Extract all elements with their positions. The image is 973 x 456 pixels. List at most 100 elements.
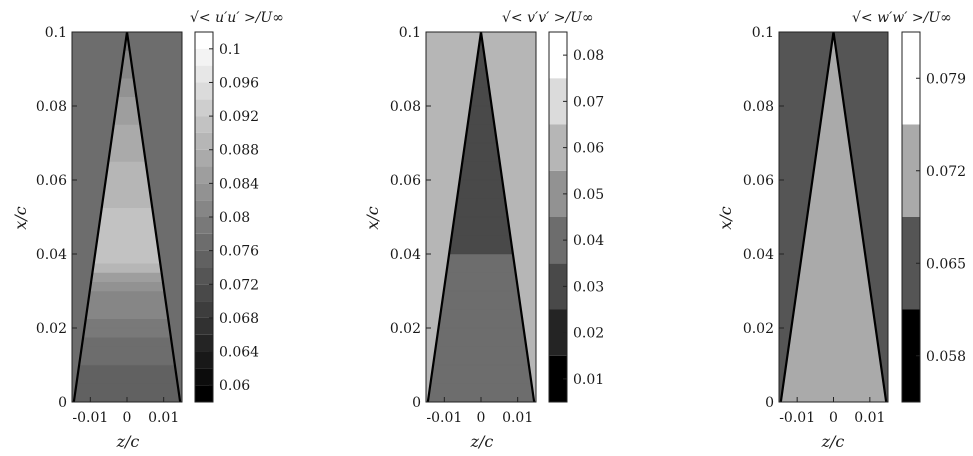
colorbar-band-uu <box>195 385 213 402</box>
colorbar-title-vv: √< v′v′ >/U∞ <box>502 10 594 26</box>
field-band-uu <box>94 244 160 255</box>
field-band-uu <box>90 272 164 283</box>
x-tick-label: 0.01 <box>854 410 885 426</box>
y-tick-label: 0.02 <box>390 321 421 337</box>
field-band-ww <box>800 253 867 264</box>
field-band-uu <box>104 179 150 190</box>
y-axis-label-uu: x/c <box>11 206 30 229</box>
field-band-vv <box>447 253 515 264</box>
panel-vv: 00.020.040.060.080.1-0.01 0 0.01 0.010.020… <box>363 10 604 451</box>
colorbar-band-ww <box>902 124 920 217</box>
y-tick-label: 0 <box>412 395 421 411</box>
field-band-uu <box>118 77 136 88</box>
field-band-vv <box>466 124 496 135</box>
x-tick-label: 0 <box>123 410 132 426</box>
field-band-vv <box>444 272 518 283</box>
field-band-vv <box>440 299 522 310</box>
y-tick-label: 0.06 <box>36 173 67 189</box>
contour-plot-vv: 0 0.02 0.04 0.06 0.08 0.1 -0.01 0 0.01 <box>390 25 537 426</box>
field-band-vv <box>430 373 532 384</box>
field-band-ww <box>781 383 886 394</box>
y-tick-label: 0.06 <box>743 173 774 189</box>
colorbar-tick-label: 0.096 <box>219 75 259 91</box>
field-band-vv <box>467 114 495 125</box>
field-band-uu <box>76 373 178 384</box>
field-band-vv <box>450 235 512 246</box>
colorbar-band-uu <box>195 217 213 234</box>
field-band-vv <box>471 87 491 98</box>
field-band-ww <box>794 290 873 301</box>
colorbar-band-vv <box>549 263 567 310</box>
field-band-ww <box>821 105 846 116</box>
colorbar-band-ww <box>902 32 920 125</box>
colorbar-band-uu <box>195 250 213 268</box>
colorbar-band-uu <box>195 116 213 133</box>
field-band-vv <box>443 281 519 292</box>
colorbar-band-uu <box>195 132 213 150</box>
field-band-uu <box>110 133 144 144</box>
field-band-vv <box>452 216 510 227</box>
field-band-uu <box>108 151 146 162</box>
colorbar-band-uu <box>195 32 213 49</box>
colorbar-frame-ww <box>901 31 921 403</box>
colorbar-band-uu <box>195 48 213 66</box>
field-band-uu <box>80 346 174 357</box>
x-tick-label: 0 <box>477 410 486 426</box>
colorbar-tick-label: 0.092 <box>219 109 259 125</box>
field-band-ww <box>796 281 871 292</box>
field-band-vv <box>442 290 520 301</box>
field-band-ww <box>784 364 883 375</box>
y-tick-label: 0 <box>58 395 67 411</box>
field-band-ww <box>793 299 874 310</box>
field-band-ww <box>787 346 880 357</box>
field-band-ww <box>819 114 848 125</box>
field-band-vv <box>472 77 490 88</box>
colorbar-band-ww <box>902 309 920 402</box>
field-band-vv <box>434 346 528 357</box>
field-band-uu <box>77 364 177 375</box>
field-band-ww <box>823 87 844 98</box>
field-band-vv <box>463 142 499 153</box>
field-band-vv <box>436 327 526 338</box>
field-band-uu <box>81 336 173 347</box>
field-band-ww <box>798 262 869 273</box>
colorbar-tick-label: 0.04 <box>573 233 604 249</box>
field-band-uu <box>97 225 157 236</box>
panel-ww: 0 0.02 0.04 0.06 0.08 0.1 -0.01 0 0.01 0.058 0.06… <box>716 10 966 451</box>
colorbar-band-vv <box>549 32 567 79</box>
colorbar-band-uu <box>195 200 213 217</box>
field-band-vv <box>432 355 530 366</box>
field-band-vv <box>435 336 527 347</box>
y-tick-label: 0.02 <box>36 321 67 337</box>
colorbar-band-uu <box>195 301 213 318</box>
colorbar-band-uu <box>195 65 213 83</box>
colorbar-band-vv <box>549 309 567 356</box>
y-tick-label: 0.08 <box>390 99 421 115</box>
panel-uu: 0 0.02 0.04 0.06 0.08 0.1 -0.01 0 0.01 0.06 0.064… <box>11 10 284 451</box>
contour-plot-ww: 0 0.02 0.04 0.06 0.08 0.1 -0.01 0 0.01 <box>743 25 889 426</box>
field-band-ww <box>804 225 863 236</box>
colorbar-tick-label: 0.072 <box>926 164 966 180</box>
colorbar-tick-label: 0.068 <box>219 311 259 327</box>
colorbar-tick-label: 0.088 <box>219 143 259 159</box>
field-band-uu <box>106 161 148 172</box>
field-band-uu <box>89 281 165 292</box>
y-tick-label: 0.06 <box>390 173 421 189</box>
field-band-ww <box>814 151 853 162</box>
colorbar-band-ww <box>902 217 920 310</box>
colorbar-tick-label: 0.072 <box>219 277 259 293</box>
colorbar-band-vv <box>549 124 567 171</box>
y-tick-label: 0.04 <box>36 247 67 263</box>
field-band-uu <box>100 207 154 218</box>
colorbar-band-uu <box>195 368 213 386</box>
x-axis-label-vv: z/c <box>470 432 494 451</box>
field-band-uu <box>93 253 161 264</box>
y-tick-label: 0.1 <box>399 25 421 41</box>
field-band-vv <box>458 179 504 190</box>
colorbar-tick-label: 0.07 <box>573 94 604 110</box>
x-tick-label: -0.01 <box>779 410 815 426</box>
field-band-uu <box>114 105 140 116</box>
field-band-uu <box>96 235 158 246</box>
field-band-vv <box>460 161 502 172</box>
